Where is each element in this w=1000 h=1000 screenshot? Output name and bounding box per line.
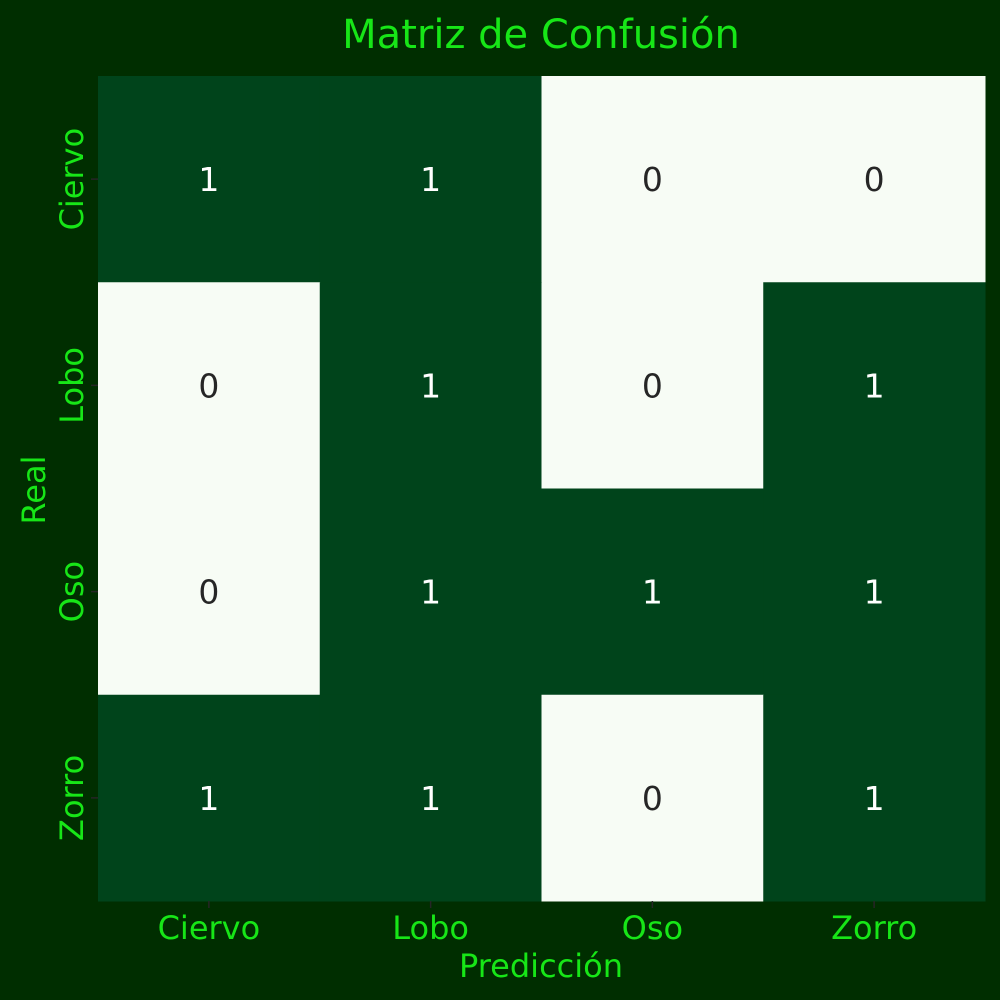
cell-value-label: 0: [864, 160, 885, 199]
heatmap-cell-4-2: [319, 694, 542, 902]
heatmap-cell-1-4: [763, 76, 986, 283]
cell-value-label: 1: [420, 779, 441, 818]
cell-value-label: 1: [198, 779, 219, 818]
y-tick-label: Ciervo: [53, 128, 91, 231]
x-tick-label: Ciervo: [158, 909, 261, 947]
heatmap-cell-1-3: [541, 76, 764, 283]
heatmap-cell-1-1: [98, 76, 321, 283]
cell-value-label: 1: [864, 366, 885, 405]
heatmap-cell-3-4: [763, 488, 986, 696]
y-tick-label: Lobo: [53, 347, 91, 424]
y-tick-label: Zorro: [53, 755, 91, 841]
heatmap-cell-3-3: [541, 488, 764, 696]
cell-value-label: 0: [198, 366, 219, 405]
x-axis-label: Predicción: [459, 947, 623, 985]
heatmap-cell-4-3: [541, 694, 764, 902]
cell-value-label: 1: [420, 573, 441, 612]
y-tick-label: Oso: [53, 561, 91, 622]
cell-value-label: 0: [642, 160, 663, 199]
heatmap-cell-3-2: [319, 488, 542, 696]
cell-value-label: 0: [198, 573, 219, 612]
cell-value-label: 1: [198, 160, 219, 199]
cell-value-label: 0: [642, 366, 663, 405]
cell-value-label: 1: [864, 573, 885, 612]
cell-value-label: 1: [864, 779, 885, 818]
heatmap-cell-1-2: [319, 76, 542, 283]
x-tick-label: Oso: [622, 909, 683, 947]
cell-value-label: 1: [420, 160, 441, 199]
heatmap-cell-4-4: [763, 694, 986, 902]
heatmap-cell-2-1: [98, 282, 321, 489]
heatmap-cell-2-4: [763, 282, 986, 489]
x-axis-ticks: Ciervo Lobo Oso Zorro: [158, 901, 917, 947]
cell-value-label: 1: [642, 573, 663, 612]
chart-title: Matriz de Confusión: [342, 12, 740, 58]
y-axis-ticks: Ciervo Lobo Oso Zorro: [53, 128, 98, 841]
heatmap-cell-2-2: [319, 282, 542, 489]
x-tick-label: Lobo: [392, 909, 469, 947]
heatmap-cell-3-1: [98, 488, 321, 696]
heatmap-annotations: 1 1 0 0 0 1 0 1 0 1 1 1 1 1 0 1: [198, 160, 884, 818]
heatmap-cell-4-1: [98, 694, 321, 902]
cell-value-label: 1: [420, 366, 441, 405]
heatmap-cell-2-3: [541, 282, 764, 489]
x-tick-label: Zorro: [831, 909, 917, 947]
y-axis-label: Real: [15, 456, 53, 525]
heatmap-cells: [98, 76, 986, 902]
cell-value-label: 0: [642, 779, 663, 818]
